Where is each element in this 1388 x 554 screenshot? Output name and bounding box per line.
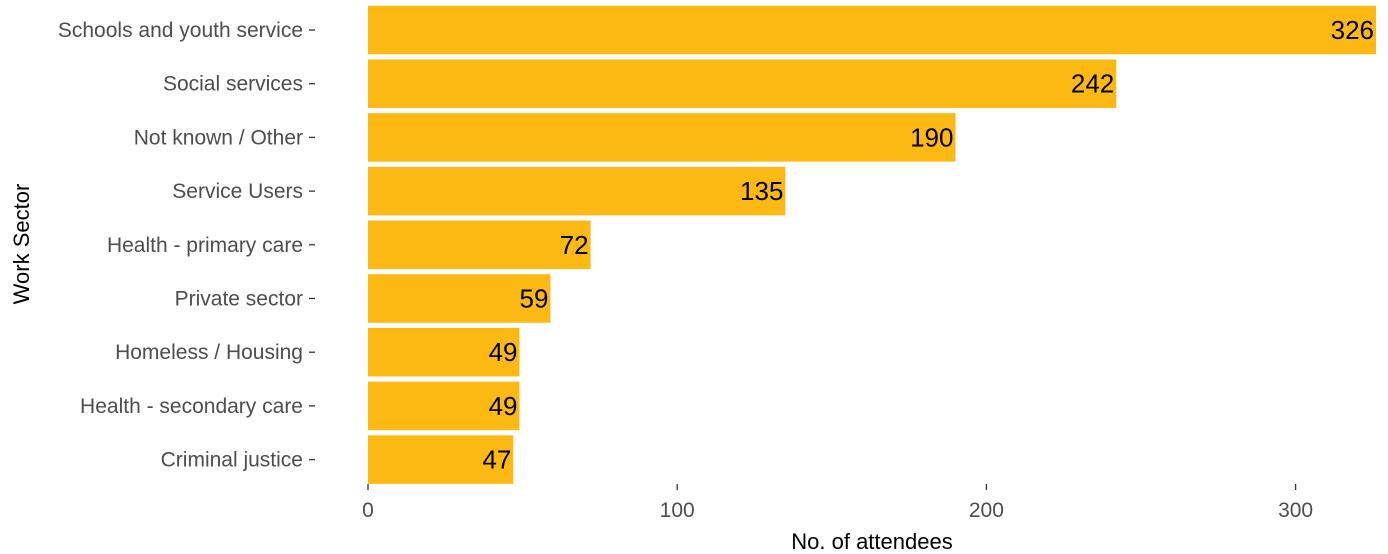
bar-social-services — [368, 59, 1117, 108]
y-axis-ticks — [309, 29, 315, 461]
bar-private-sector — [368, 274, 551, 323]
data-label-health-primary-care: 72 — [560, 230, 589, 260]
data-label-private-sector: 59 — [520, 284, 549, 314]
x-axis-ticks: 0 100 200 300 — [362, 484, 1313, 522]
bar-service-users — [368, 166, 786, 216]
bar-not-known-other — [368, 113, 956, 162]
category-label-service-users: Service Users — [172, 180, 303, 203]
bar-schools-and-youth-service — [368, 5, 1376, 55]
x-tick-label: 0 — [362, 499, 374, 522]
category-label-health-secondary-care: Health - secondary care — [80, 395, 303, 418]
bars-group — [368, 5, 1376, 484]
y-axis-title: Work Sector — [9, 184, 34, 305]
category-label-social-services: Social services — [163, 73, 303, 96]
x-axis-title: No. of attendees — [791, 529, 952, 554]
data-label-homeless-housing: 49 — [489, 337, 518, 367]
bar-health-primary-care — [368, 220, 591, 270]
x-tick-label: 200 — [969, 499, 1004, 522]
category-labels: Schools and youth service Social services… — [58, 19, 303, 472]
data-label-schools-and-youth-service: 326 — [1331, 15, 1374, 45]
x-tick-label: 100 — [660, 499, 695, 522]
category-label-homeless-housing: Homeless / Housing — [115, 341, 303, 364]
data-label-social-services: 242 — [1071, 69, 1114, 99]
category-label-criminal-justice: Criminal justice — [161, 449, 303, 472]
x-tick-label: 300 — [1278, 499, 1313, 522]
data-label-health-secondary-care: 49 — [489, 391, 518, 421]
data-label-not-known-other: 190 — [910, 122, 953, 152]
category-label-private-sector: Private sector — [175, 288, 303, 311]
category-label-schools-and-youth-service: Schools and youth service — [58, 19, 303, 42]
data-label-criminal-justice: 47 — [482, 445, 511, 475]
bar-health-secondary-care — [368, 381, 520, 431]
bar-homeless-housing — [368, 327, 520, 377]
data-label-service-users: 135 — [740, 176, 783, 206]
bar-criminal-justice — [368, 435, 514, 484]
category-label-not-known-other: Not known / Other — [134, 126, 303, 149]
category-label-health-primary-care: Health - primary care — [107, 234, 303, 257]
